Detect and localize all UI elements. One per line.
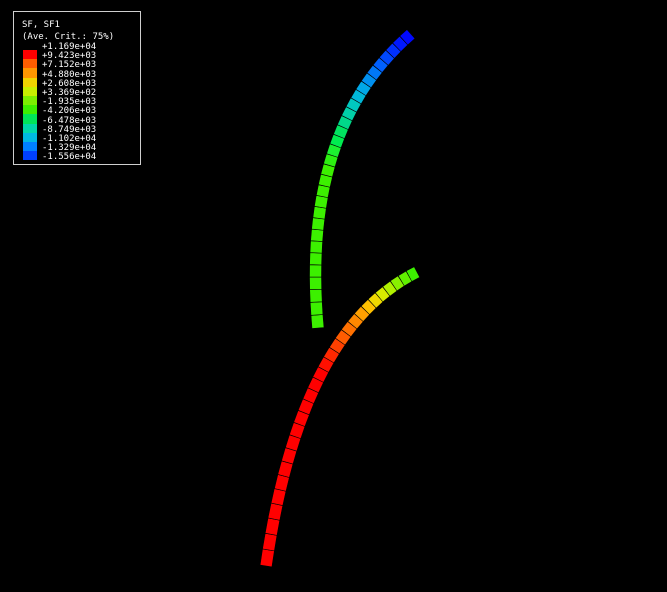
- legend-label: -6.478e+03: [42, 115, 97, 126]
- legend-label: +9.423e+03: [42, 51, 97, 62]
- legend-swatch: [23, 77, 37, 87]
- lower-beam-element: [259, 548, 275, 568]
- upper-beam-element: [309, 240, 323, 254]
- legend-swatch: [23, 86, 37, 96]
- lower-beam-element: [264, 517, 281, 536]
- upper-beam-element: [312, 206, 327, 220]
- upper-beam: [309, 29, 416, 329]
- upper-beam-element: [309, 301, 324, 316]
- lower-beam-element: [267, 502, 284, 521]
- legend-label: -1.102e+04: [42, 133, 97, 144]
- legend-swatch: [23, 114, 37, 124]
- upper-beam-element: [311, 217, 326, 231]
- contour-legend: SF, SF1 (Ave. Crit.: 75%) +1.169e+04 +9.4…: [13, 11, 141, 165]
- legend-subtitle: (Ave. Crit.: 75%): [22, 32, 115, 42]
- legend-swatch: [23, 50, 37, 60]
- legend-swatch: [23, 68, 37, 78]
- legend-label: +1.169e+04: [42, 42, 97, 52]
- legend-swatch: [23, 59, 37, 69]
- upper-beam-element: [309, 252, 323, 266]
- legend-swatch: [23, 123, 37, 133]
- lower-beam-element: [270, 488, 287, 506]
- legend-label: -8.749e+03: [42, 124, 97, 135]
- upper-beam-element: [309, 276, 323, 290]
- upper-beam-element: [309, 288, 323, 303]
- legend-color-bar: [23, 50, 37, 161]
- legend-label: -4.206e+03: [42, 106, 97, 117]
- lower-beam: [259, 266, 421, 568]
- lower-beam-element: [389, 275, 406, 292]
- legend-title: SF, SF1: [22, 20, 60, 30]
- legend-swatch: [23, 95, 37, 106]
- legend-label: +4.880e+03: [42, 69, 97, 80]
- legend-swatch: [23, 151, 37, 161]
- legend-label: +7.152e+03: [42, 60, 97, 71]
- upper-beam-element: [310, 228, 324, 242]
- lower-beam-element: [262, 532, 278, 552]
- lower-beam-element: [405, 266, 421, 282]
- upper-beam-element: [309, 264, 322, 278]
- legend-swatch: [23, 132, 37, 142]
- legend-swatch: [23, 141, 37, 152]
- legend-label: +2.608e+03: [42, 78, 97, 89]
- upper-beam-element: [310, 314, 325, 329]
- upper-beam-element: [399, 29, 416, 46]
- legend-label: -1.935e+03: [42, 97, 97, 108]
- legend-labels: +1.169e+04 +9.423e+03 +7.152e+03 +4.880e+03…: [42, 42, 97, 163]
- legend-label: +3.369e+02: [42, 87, 97, 98]
- legend-label: -1.556e+04: [42, 152, 97, 163]
- legend-swatch: [23, 105, 37, 115]
- legend-label: -1.329e+04: [42, 143, 97, 154]
